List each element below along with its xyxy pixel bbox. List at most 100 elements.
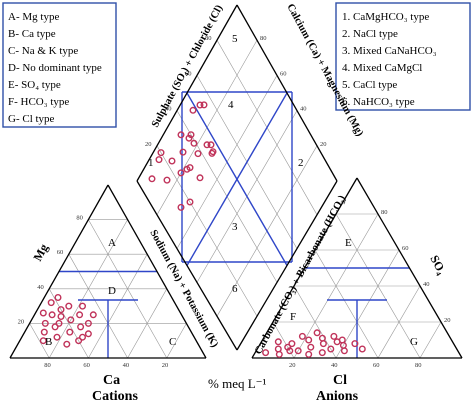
anion-right-tick-2: 60: [402, 245, 409, 252]
hydro-legend-item-d: D- No dominant type: [8, 62, 102, 74]
diamond-sample-point: [157, 149, 165, 157]
diamond-zone-line-b: [186, 92, 288, 266]
diamond-sample-point: [187, 131, 195, 139]
diamond-sample-point: [177, 203, 185, 211]
anion-sample-point: [307, 343, 315, 351]
anion-left-edge: [251, 177, 358, 359]
anion-sample-point: [298, 332, 306, 340]
diamond-right-tick-1: 40: [300, 106, 307, 113]
hydro-legend-item-b: B- Ca type: [8, 28, 56, 40]
cation-bottom-tick-2: 40: [123, 362, 130, 369]
cation-bottom-tick-3: 20: [162, 362, 169, 369]
cation-caption: Cations: [92, 389, 138, 404]
anion-sample-point: [275, 350, 283, 358]
anion-sample-point: [358, 345, 366, 353]
hydro-legend-item-c: C- Na & K type: [8, 45, 78, 57]
anion-sample-point: [305, 350, 313, 358]
cation-zone-b: B: [45, 336, 52, 348]
cation-sample-point: [57, 313, 65, 321]
anion-sample-point: [319, 340, 327, 348]
outlines: [9, 4, 463, 359]
diamond-lower-left-edge: [136, 180, 238, 351]
anion-sample-point: [274, 338, 282, 346]
anion-grid-a-1: [272, 321, 295, 359]
cation-bottom-tick-1: 60: [83, 362, 90, 369]
cation-sample-point: [67, 316, 75, 324]
cation-sample-point: [39, 337, 47, 345]
cation-zone-d: D: [108, 285, 116, 297]
cation-left-tick-2: 60: [57, 249, 64, 256]
diamond-right-tick-0: 20: [320, 141, 327, 148]
diamond-zone-2: 2: [298, 157, 304, 169]
anion-right-tick-1: 40: [423, 281, 430, 288]
water-type-legend: 1. CaMgHCO₃ type 2. NaCl type 3. Mixed C…: [335, 2, 471, 111]
cation-sample-point: [57, 306, 65, 314]
anion-right-tick-3: 80: [381, 209, 388, 216]
water-type-item-5: 5. CaCl type: [342, 79, 397, 91]
cation-sample-point: [65, 302, 73, 310]
anion-sample-point: [274, 345, 282, 353]
diamond-upper-left-edge: [136, 4, 238, 182]
anion-apex-label: SO₄: [427, 253, 449, 277]
cation-left-tick-0: 20: [18, 318, 25, 325]
water-type-legend-box: [335, 2, 471, 111]
anion-zone-g: G: [410, 336, 418, 348]
diamond-sample-point: [177, 169, 185, 177]
cation-sample-point: [41, 319, 49, 327]
diamond-upper-right-edge: [236, 4, 338, 182]
anion-grid-a-3: [314, 249, 379, 359]
cation-sample-point: [77, 323, 85, 331]
cation-sample-point: [84, 330, 92, 338]
hydro-legend-item-e: E- SO₄ type: [8, 79, 61, 91]
diamond-right-tick-2: 60: [280, 70, 287, 77]
diamond-sample-point: [185, 134, 193, 142]
cation-bottom-label: Ca: [103, 373, 120, 388]
diamond-right-tick-3: 80: [260, 35, 267, 42]
cation-zone-a: A: [108, 237, 116, 249]
cation-sample-point: [55, 319, 63, 327]
diamond-left-axis-label: Sulphate (SO₄) + Chloride (Cl): [150, 3, 226, 130]
cation-grid-a-1: [29, 323, 50, 359]
diamond-sample-point: [207, 141, 215, 149]
anion-bottom-tick-1: 40: [331, 362, 338, 369]
diamond-sample-point: [179, 148, 187, 156]
diamond-left-tick-1: 40: [165, 106, 172, 113]
cation-sample-point: [54, 294, 62, 302]
hydro-legend-item-g: G- Cl type: [8, 113, 55, 125]
cation-grid-b-2: [88, 254, 148, 359]
anion-sample-point: [318, 349, 326, 357]
diamond-sample-point: [155, 156, 163, 164]
cation-sample-point: [48, 311, 56, 319]
diamond-sample-point: [208, 149, 216, 157]
diamond-zone-4: 4: [228, 99, 234, 111]
diamond-sample-point: [196, 101, 204, 109]
hydro-legend-box: [2, 2, 117, 128]
cation-bottom-tick-0: 80: [44, 362, 51, 369]
zone-boundaries: [59, 91, 410, 358]
cation-sample-point: [66, 328, 74, 336]
hydro-legend-item-f: F- HCO₃ type: [8, 96, 69, 108]
cation-sample-point: [51, 323, 59, 331]
cation-sample-point: [40, 328, 48, 336]
cation-zone-c: C: [169, 336, 176, 348]
anion-sample-point: [340, 347, 348, 355]
cation-grid-a-4: [88, 219, 168, 359]
water-type-item-4: 4. Mixed CaMgCl: [342, 62, 422, 74]
anion-sample-point: [262, 349, 270, 357]
cation-left-edge: [9, 184, 109, 359]
cation-sample-point: [78, 302, 86, 310]
anion-right-tick-0: 20: [444, 317, 451, 324]
diamond-sample-point: [168, 157, 176, 165]
diamond-sample-point: [186, 198, 194, 206]
cation-sample-point: [39, 309, 47, 317]
diamond-zone-3: 3: [232, 221, 238, 233]
samples: [39, 101, 366, 358]
cation-right-edge: [107, 184, 207, 359]
anion-zone-e: E: [345, 237, 352, 249]
cation-sample-point: [89, 311, 97, 319]
units-label: % meq L⁻¹: [208, 376, 267, 391]
cation-sample-point: [53, 333, 61, 341]
water-type-item-2: 2. NaCl type: [342, 28, 398, 40]
anion-sample-point: [284, 343, 292, 351]
